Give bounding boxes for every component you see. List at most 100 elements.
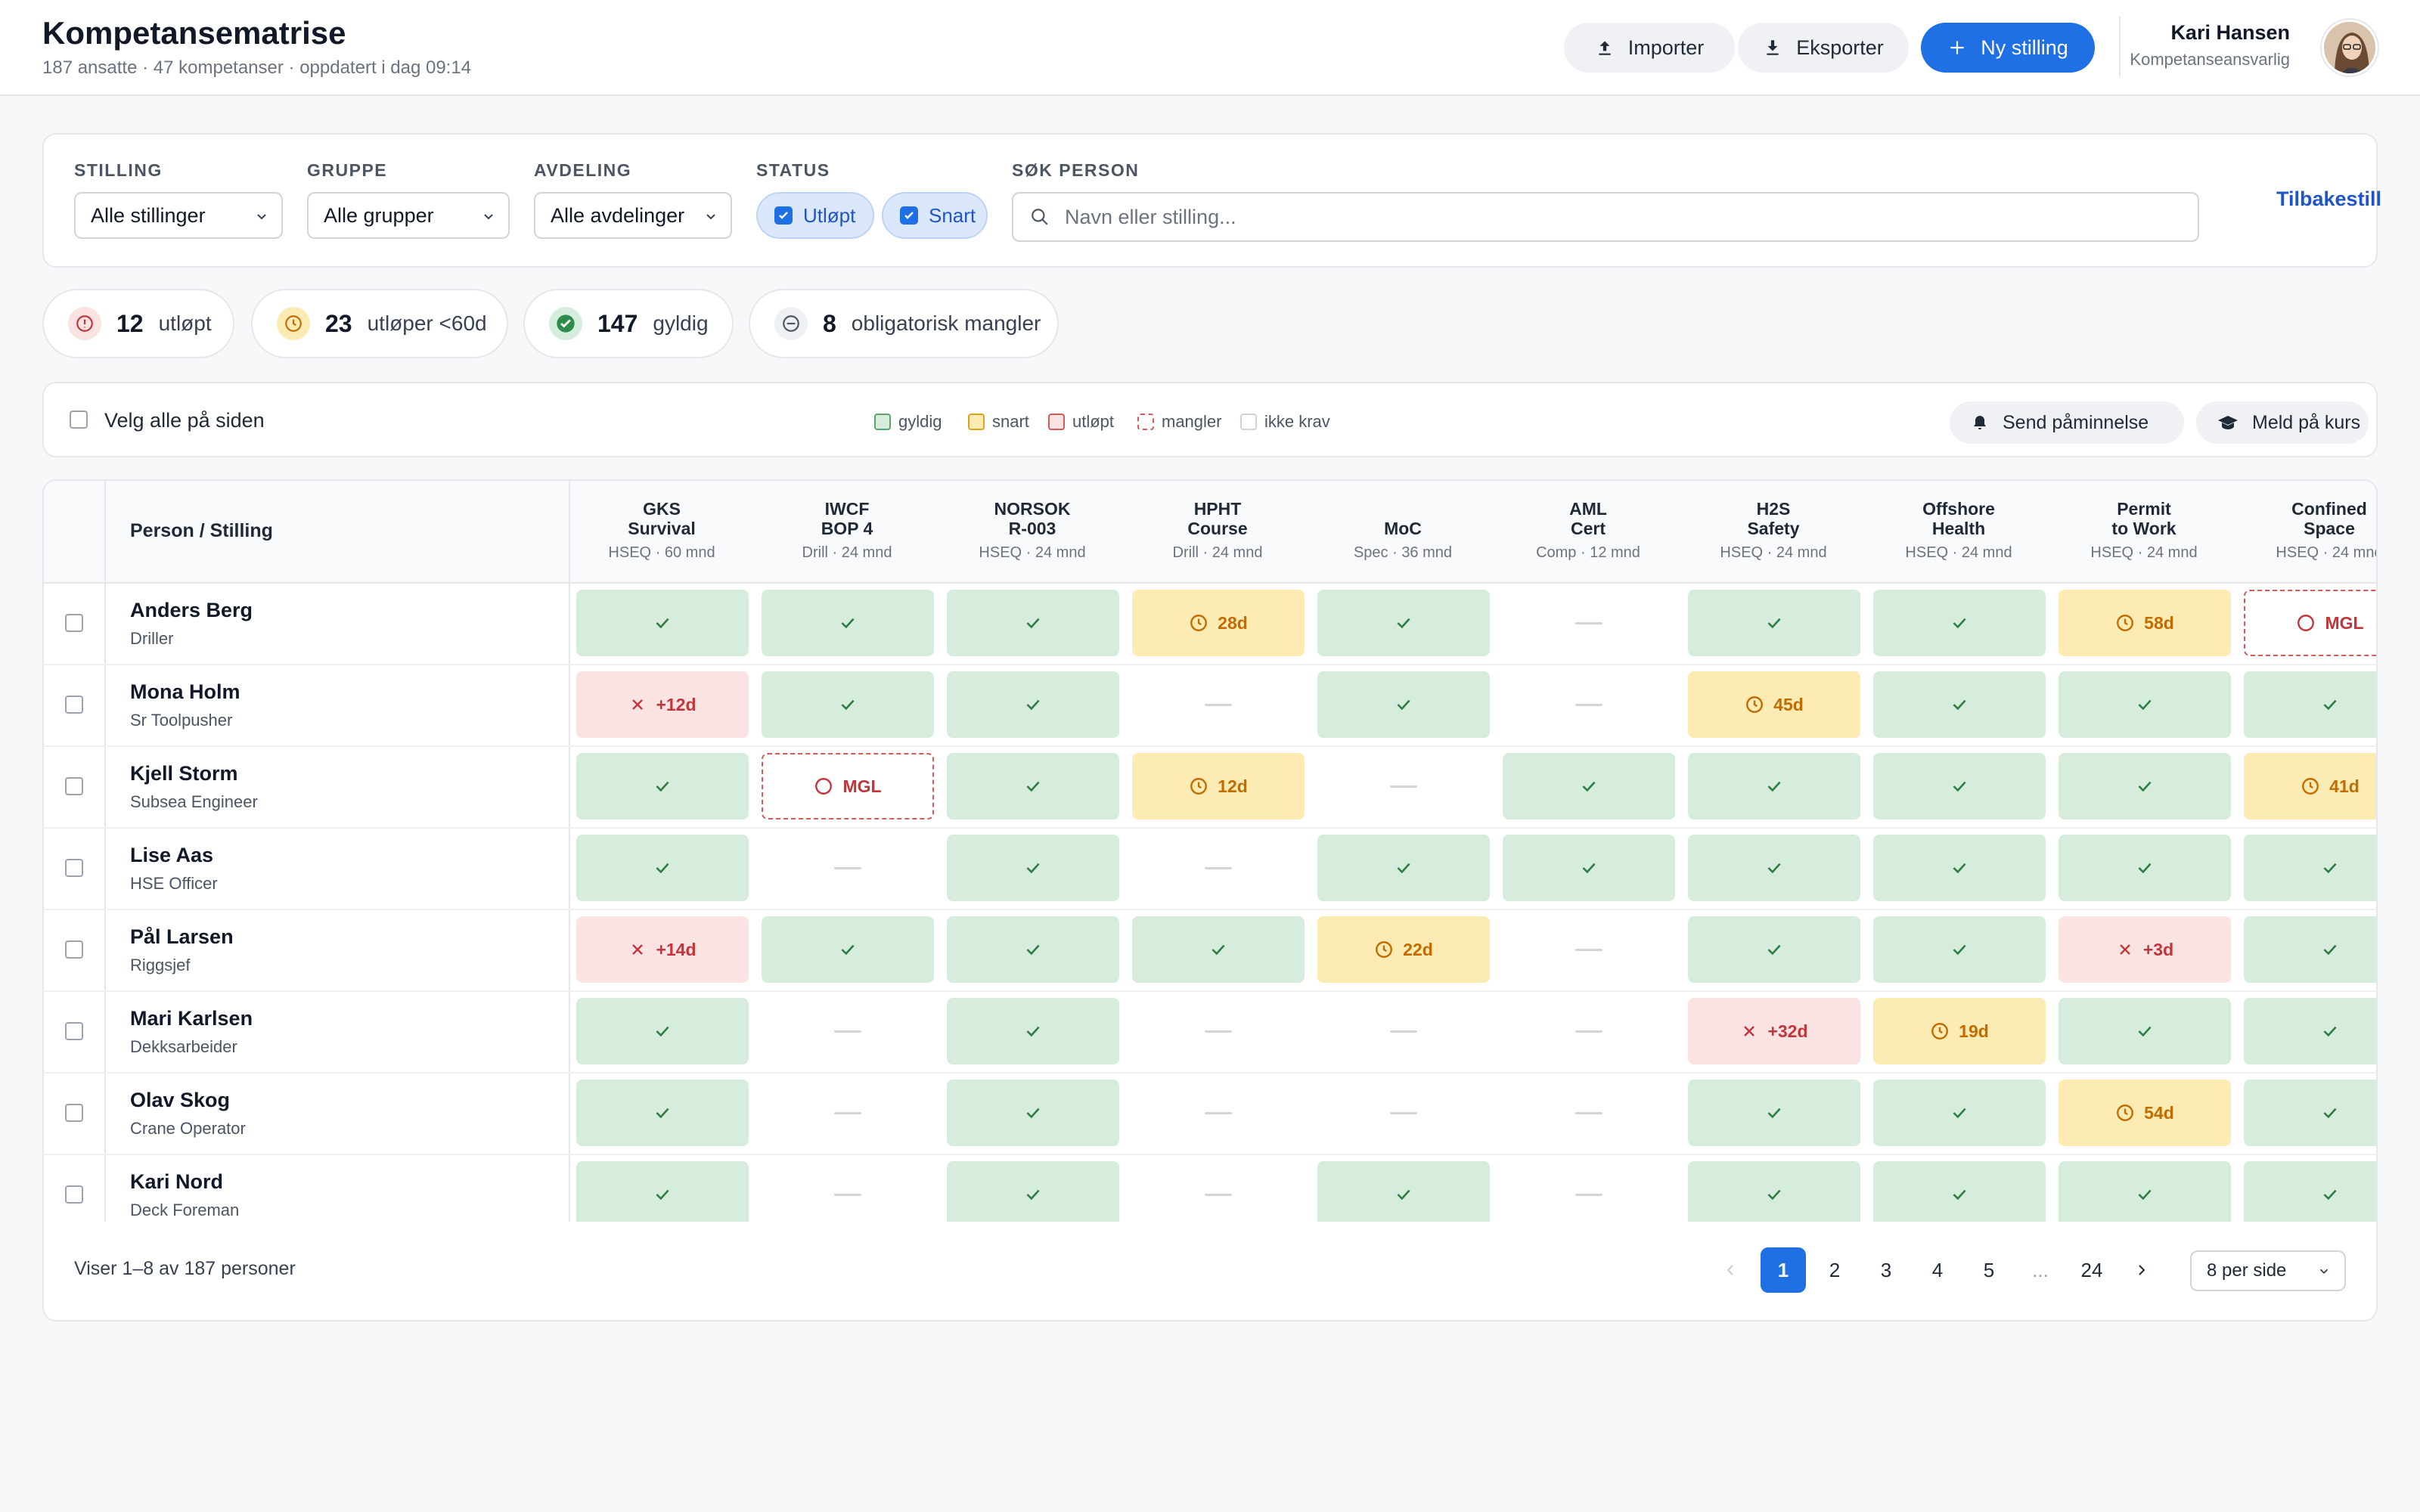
person-name[interactable]: Olav Skog — [130, 1089, 231, 1111]
competence-cell-ok[interactable] — [947, 590, 1119, 656]
competence-cell-ok[interactable] — [1688, 916, 1860, 983]
competence-cell-ok[interactable] — [1873, 835, 2046, 901]
next-page-button[interactable] — [2119, 1247, 2164, 1293]
competence-cell-ok[interactable] — [947, 1080, 1119, 1146]
competence-cell-ok[interactable] — [576, 1080, 749, 1146]
competence-cell-exp[interactable]: +32d — [1688, 998, 1860, 1064]
competence-cell-soon[interactable]: 54d — [2059, 1080, 2231, 1146]
row-checkbox[interactable] — [65, 859, 83, 877]
row-checkbox[interactable] — [65, 1022, 83, 1040]
summary-missing[interactable]: 8 obligatorisk mangler — [749, 289, 1059, 358]
import-button[interactable]: Importer — [1564, 23, 1735, 73]
page-button[interactable]: 4 — [1931, 1258, 1944, 1281]
competence-cell-miss[interactable]: MGL — [762, 753, 934, 820]
summary-soon[interactable]: 23 utløper <60d — [251, 289, 508, 358]
competence-cell-exp[interactable]: +14d — [576, 916, 749, 983]
competence-cell-ok[interactable] — [762, 916, 934, 983]
competence-cell-ok[interactable] — [947, 753, 1119, 820]
competence-cell-ok[interactable] — [1688, 1161, 1860, 1228]
status-chip-soon[interactable]: Snart — [882, 192, 988, 239]
competence-cell-ok[interactable] — [2059, 671, 2231, 738]
per-page-select[interactable]: 8 per side — [2190, 1250, 2346, 1291]
person-name[interactable]: Kari Nord — [130, 1170, 224, 1193]
competence-cell-ok[interactable] — [576, 1161, 749, 1228]
competence-cell-ok[interactable] — [576, 753, 749, 820]
competence-cell-ok[interactable] — [1873, 590, 2046, 656]
competence-cell-ok[interactable] — [1688, 835, 1860, 901]
competence-cell-ok[interactable] — [1317, 671, 1490, 738]
page-button[interactable]: 1 — [1761, 1247, 1806, 1293]
competence-cell-ok[interactable] — [947, 671, 1119, 738]
column-header[interactable]: HPHT Course Drill · 24 mnd — [1131, 499, 1305, 562]
competence-cell-ok[interactable] — [1132, 916, 1305, 983]
competence-cell-soon[interactable]: 12d — [1132, 753, 1305, 820]
competence-cell-ok[interactable] — [2244, 998, 2376, 1064]
competence-cell-ok[interactable] — [576, 998, 749, 1064]
competence-cell-ok[interactable] — [947, 1161, 1119, 1228]
avatar[interactable] — [2322, 20, 2378, 76]
competence-cell-exp[interactable]: +12d — [576, 671, 749, 738]
competence-cell-soon[interactable]: 58d — [2059, 590, 2231, 656]
competence-cell-ok[interactable] — [1317, 1161, 1490, 1228]
search-input[interactable]: Navn eller stilling... — [1012, 192, 2199, 242]
competence-cell-ok[interactable] — [762, 590, 934, 656]
competence-cell-ok[interactable] — [1873, 1161, 2046, 1228]
competence-cell-ok[interactable] — [947, 916, 1119, 983]
competence-cell-ok[interactable] — [947, 835, 1119, 901]
row-checkbox[interactable] — [65, 940, 83, 959]
competence-cell-ok[interactable] — [1873, 671, 2046, 738]
row-checkbox[interactable] — [65, 696, 83, 714]
person-name[interactable]: Mona Holm — [130, 680, 240, 703]
competence-cell-ok[interactable] — [2059, 1161, 2231, 1228]
competence-cell-ok[interactable] — [1503, 753, 1675, 820]
person-name[interactable]: Kjell Storm — [130, 762, 238, 785]
person-name[interactable]: Mari Karlsen — [130, 1007, 253, 1030]
competence-cell-ok[interactable] — [1688, 753, 1860, 820]
competence-cell-ok[interactable] — [576, 590, 749, 656]
competence-cell-ok[interactable] — [2244, 1161, 2376, 1228]
select-all-checkbox[interactable] — [70, 411, 88, 429]
page-button[interactable]: 2 — [1829, 1258, 1841, 1281]
competence-cell-ok[interactable] — [1873, 1080, 2046, 1146]
competence-cell-ok[interactable] — [2244, 671, 2376, 738]
enroll-course-button[interactable]: Meld på kurs — [2196, 401, 2369, 444]
competence-cell-ok[interactable] — [2244, 916, 2376, 983]
row-checkbox[interactable] — [65, 614, 83, 632]
competence-cell-soon[interactable]: 22d — [1317, 916, 1490, 983]
column-header[interactable]: MoC Spec · 36 mnd — [1316, 519, 1490, 562]
competence-cell-ok[interactable] — [947, 998, 1119, 1064]
summary-valid[interactable]: 147 gyldig — [523, 289, 734, 358]
stilling-select[interactable]: Alle stillinger — [74, 192, 283, 239]
page-button[interactable]: 24 — [2080, 1258, 2103, 1281]
column-header[interactable]: H2S Safety HSEQ · 24 mnd — [1686, 499, 1860, 562]
competence-cell-soon[interactable]: 45d — [1688, 671, 1860, 738]
column-header[interactable]: IWCF BOP 4 Drill · 24 mnd — [760, 499, 934, 562]
competence-cell-exp[interactable]: +3d — [2059, 916, 2231, 983]
competence-cell-ok[interactable] — [2244, 1080, 2376, 1146]
export-button[interactable]: Eksporter — [1738, 23, 1909, 73]
row-checkbox[interactable] — [65, 1185, 83, 1204]
competence-cell-ok[interactable] — [2244, 835, 2376, 901]
row-checkbox[interactable] — [65, 777, 83, 795]
competence-cell-ok[interactable] — [1688, 590, 1860, 656]
new-position-button[interactable]: Ny stilling — [1921, 23, 2095, 73]
column-header[interactable]: Offshore Health HSEQ · 24 mnd — [1872, 499, 2046, 562]
reset-filters-link[interactable]: Tilbakestill — [2276, 187, 2382, 210]
gruppe-select[interactable]: Alle grupper — [307, 192, 510, 239]
summary-expired[interactable]: 12 utløpt — [42, 289, 234, 358]
competence-cell-ok[interactable] — [2059, 998, 2231, 1064]
competence-cell-ok[interactable] — [2059, 835, 2231, 901]
page-button[interactable]: 3 — [1880, 1258, 1892, 1281]
competence-cell-ok[interactable] — [2059, 753, 2231, 820]
column-header[interactable]: NORSOK R-003 HSEQ · 24 mnd — [945, 499, 1119, 562]
competence-cell-soon[interactable]: 41d — [2244, 753, 2376, 820]
competence-cell-ok[interactable] — [762, 671, 934, 738]
avdeling-select[interactable]: Alle avdelinger — [534, 192, 732, 239]
competence-cell-ok[interactable] — [1873, 916, 2046, 983]
column-header[interactable]: Permit to Work HSEQ · 24 mnd — [2057, 499, 2231, 562]
column-header[interactable]: Confined Space HSEQ · 24 mnd — [2242, 499, 2376, 562]
competence-cell-miss[interactable]: MGL — [2244, 590, 2376, 656]
person-name[interactable]: Anders Berg — [130, 599, 253, 621]
prev-page-button[interactable] — [1708, 1247, 1753, 1293]
status-chip-expired[interactable]: Utløpt — [756, 192, 874, 239]
